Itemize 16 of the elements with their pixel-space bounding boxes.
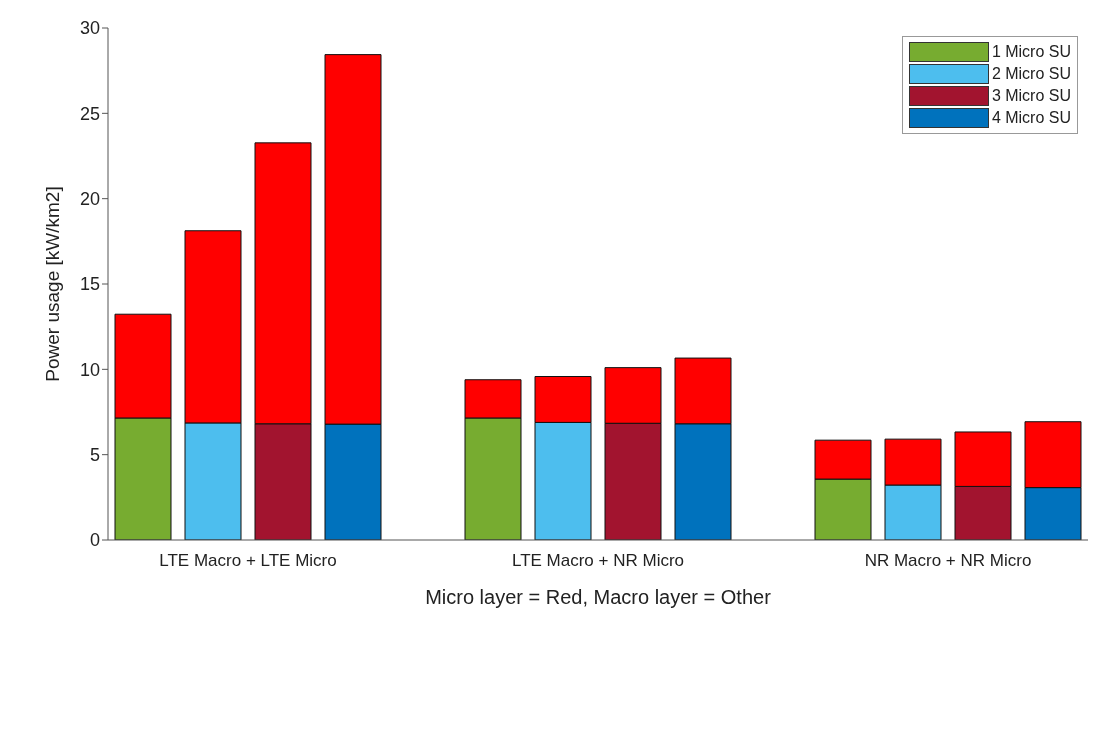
y-tick-label: 10 <box>79 359 100 380</box>
legend-label: 4 Micro SU <box>991 109 1071 127</box>
y-axis-title: Power usage [kW/km2] <box>41 186 63 382</box>
x-axis-title: Micro layer = Red, Macro layer = Other <box>425 586 772 608</box>
legend-label: 3 Micro SU <box>991 87 1071 105</box>
y-tick-label: 5 <box>89 445 100 466</box>
legend-label: 1 Micro SU <box>991 43 1071 61</box>
y-tick-label: 0 <box>89 530 100 551</box>
x-tick-label: LTE Macro + LTE Micro <box>159 551 337 570</box>
x-tick-label: NR Macro + NR Micro <box>864 551 1032 570</box>
y-tick-label: 25 <box>79 103 100 124</box>
y-tick-label: 30 <box>79 18 100 39</box>
y-tick-label: 20 <box>79 189 100 210</box>
y-tick-label: 15 <box>79 274 100 295</box>
x-tick-label: LTE Macro + NR Micro <box>511 551 685 570</box>
legend-label: 2 Micro SU <box>991 65 1071 83</box>
